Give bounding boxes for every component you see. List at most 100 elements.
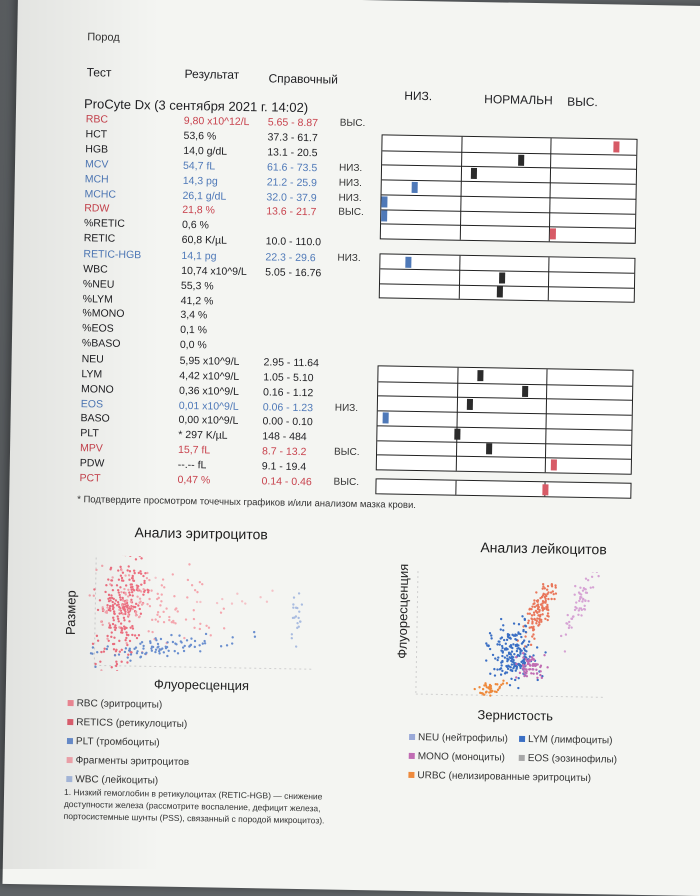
test-name: HGB [85, 143, 108, 155]
scatter-point [108, 640, 110, 642]
column-header-normal: НОРМАЛЬН [484, 92, 553, 107]
interpretation-note: 1. Низкий гемоглобин в ретикулоцитах (RE… [64, 786, 325, 827]
range-marker [405, 257, 411, 268]
scatter-point [143, 582, 145, 584]
scatter-point [191, 584, 193, 586]
scatter-point [151, 650, 153, 652]
scatter-point [130, 653, 132, 655]
scatter-point [140, 613, 142, 615]
scatter-point [527, 622, 529, 624]
scatter-point [216, 602, 218, 604]
scatter-point [533, 599, 535, 601]
scatter-point [568, 627, 570, 629]
scatter-point [178, 634, 180, 636]
scatter-point [533, 637, 535, 639]
scatter-point [553, 598, 555, 600]
scatter-point [590, 586, 592, 588]
scatter-point [298, 610, 300, 612]
scatter-point [125, 647, 127, 649]
test-result: 0,36 x10^9/L [179, 384, 239, 397]
scatter-point [535, 622, 537, 624]
scatter-point [597, 575, 599, 577]
scatter-point [110, 594, 112, 596]
test-name: %BASO [82, 337, 121, 350]
range-divider [548, 257, 550, 300]
scatter-point [99, 660, 101, 662]
scatter-point [478, 686, 480, 688]
scatter-point [119, 650, 121, 652]
scatter-point [524, 635, 526, 637]
scatter-point [114, 624, 116, 626]
scatter-point [221, 598, 223, 600]
scatter-point [123, 673, 125, 674]
scatter-point [494, 657, 496, 659]
scatter-point [129, 640, 131, 642]
scatter-point [528, 619, 530, 621]
scatter-point [591, 576, 593, 578]
scatter-point [516, 650, 518, 652]
column-header-reference: Справочный [268, 71, 338, 86]
legend-label: WBC (лейкоциты) [75, 774, 158, 786]
test-name: PDW [80, 457, 105, 469]
scatter-point [124, 574, 126, 576]
scatter-point [291, 637, 293, 639]
scatter-point [226, 644, 228, 646]
scatter-point [199, 623, 201, 625]
test-name: %EOS [82, 322, 114, 335]
scatter-point [107, 578, 109, 580]
scatter-point [533, 611, 535, 613]
range-row-divider [377, 455, 631, 460]
scatter-point [115, 599, 117, 601]
scatter-point [531, 614, 533, 616]
scatter-point [592, 570, 594, 572]
scatter-point [505, 642, 507, 644]
scatter-point [577, 614, 579, 616]
legend-label: EOS (эозинофилы) [528, 753, 617, 766]
range-marker [477, 370, 483, 381]
scatter-point [154, 577, 156, 579]
column-header-high: ВЫС. [567, 95, 598, 110]
column-header-test: Тест [87, 65, 112, 79]
test-result: * 297 K/µL [178, 429, 227, 442]
legend-label: MONO (моноциты) [418, 751, 505, 764]
range-row-divider [382, 165, 636, 170]
result-flag: ВЫС. [340, 118, 366, 129]
test-name: MCH [85, 173, 109, 185]
scatter-point [574, 585, 576, 587]
scatter-point [512, 643, 514, 645]
reference-range: 2.95 - 11.64 [264, 356, 319, 369]
scatter-point [535, 669, 537, 671]
scatter-point [150, 589, 152, 591]
test-result: 15,7 fL [178, 444, 210, 457]
legend-label: URBC (нелизированные эритроциты) [417, 770, 591, 784]
scatter-point [555, 592, 557, 594]
wbc-legend: NEU (нейтрофилы)LYM (лимфоциты)MONO (мон… [18, 0, 700, 7]
scatter-point [199, 601, 201, 603]
test-name: RBC [86, 113, 108, 125]
scatter-point [118, 594, 120, 596]
scatter-point [151, 631, 153, 633]
scatter-point [92, 646, 94, 648]
scatter-point [131, 591, 133, 593]
reference-range: 5.05 - 16.76 [265, 266, 321, 279]
test-result: 0,01 x10^9/L [179, 399, 239, 412]
scatter-point [482, 688, 484, 690]
scatter-point [124, 555, 126, 556]
scatter-point [199, 628, 201, 630]
scatter-point [550, 598, 552, 600]
scatter-point [183, 637, 185, 639]
scatter-point [128, 620, 130, 622]
scatter-point [100, 669, 102, 671]
rbc-chart-title: Анализ эритроцитов [134, 524, 267, 542]
scatter-point [494, 674, 496, 676]
scatter-point [97, 639, 99, 641]
result-flag: НИЗ. [337, 252, 360, 263]
range-marker [381, 196, 387, 207]
reference-range: 13.1 - 20.5 [267, 146, 317, 159]
scatter-point [138, 634, 140, 636]
scatter-point [186, 596, 188, 598]
scatter-point [125, 637, 127, 639]
scatter-point [575, 601, 577, 603]
scatter-point [124, 613, 126, 615]
